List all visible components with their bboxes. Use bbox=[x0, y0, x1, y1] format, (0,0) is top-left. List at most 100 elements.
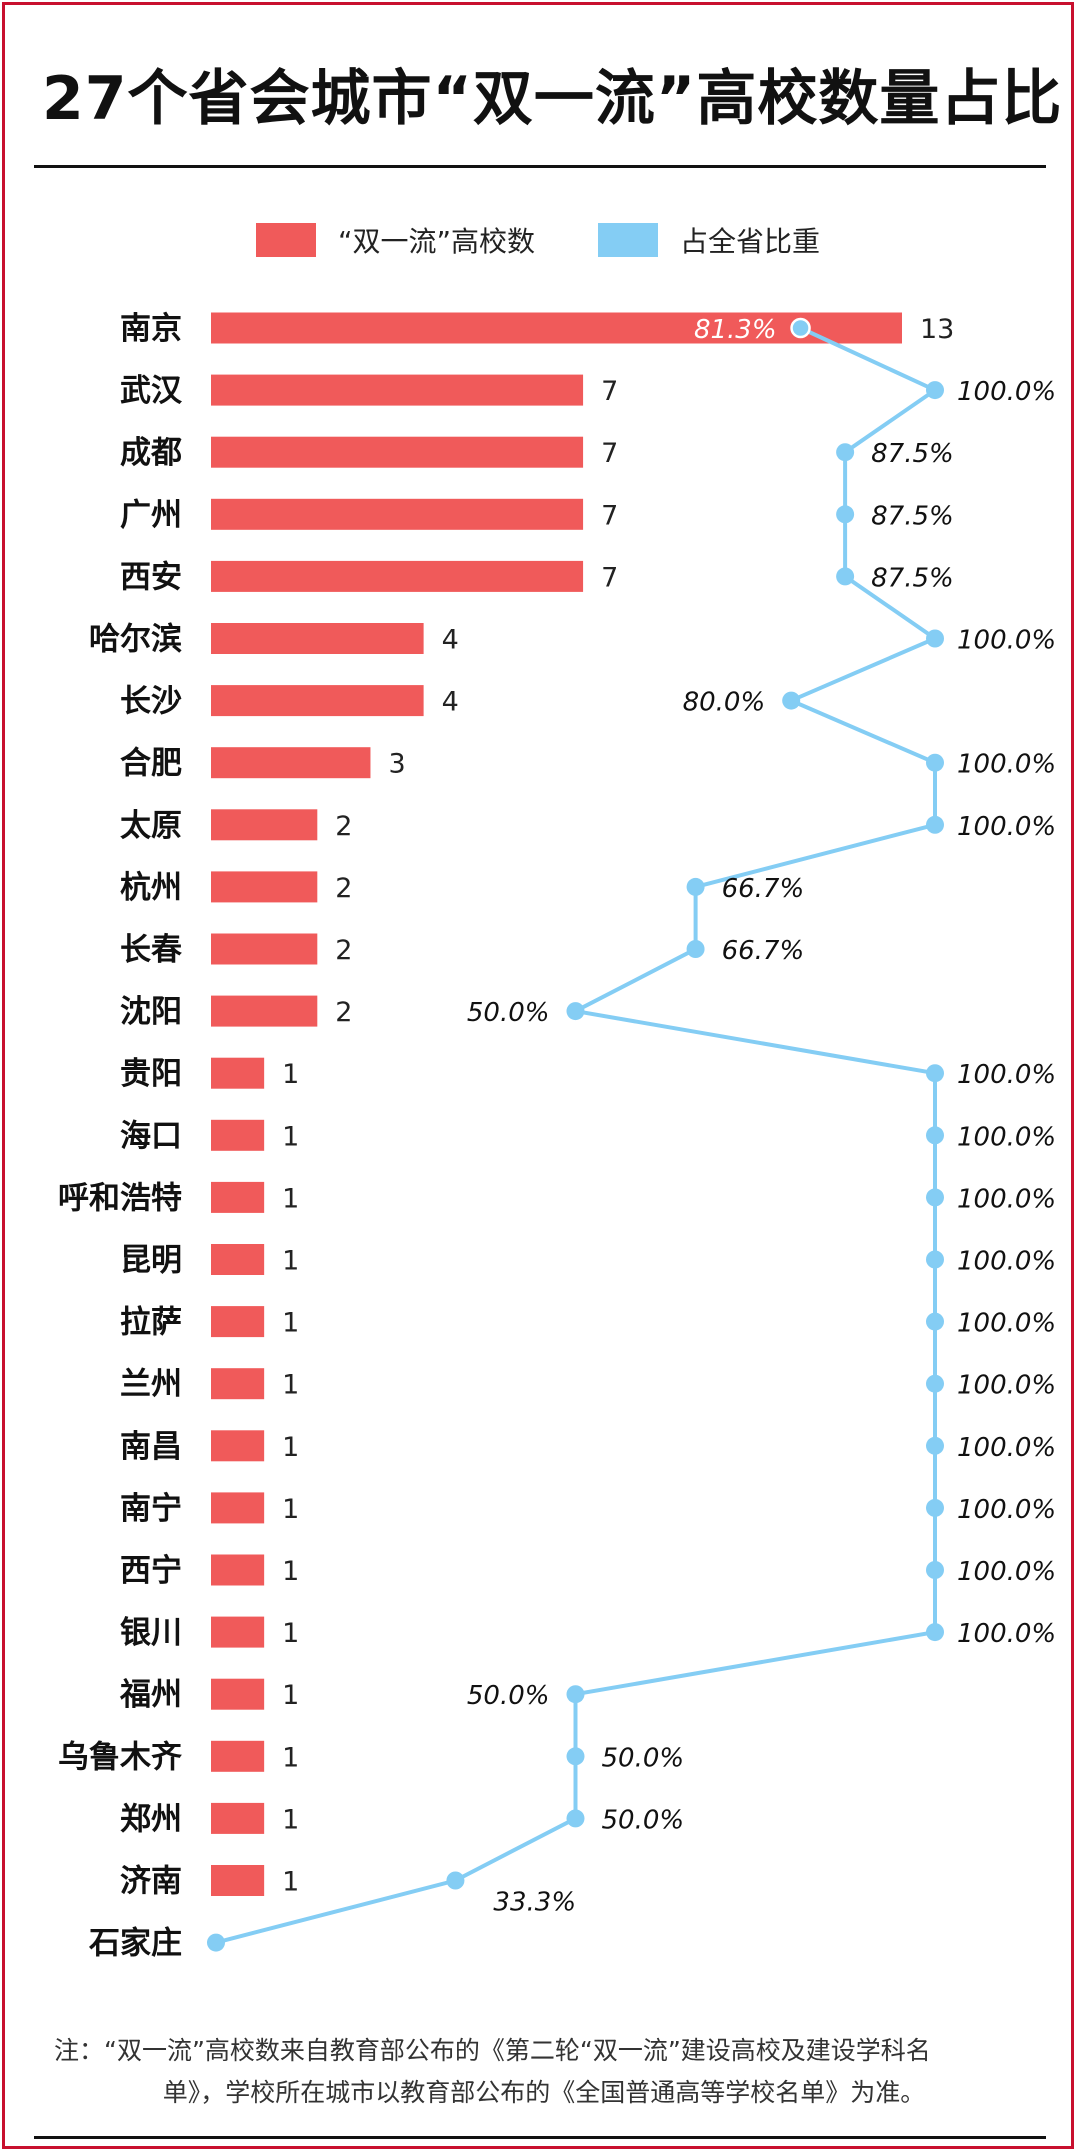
category-label: 兰州 bbox=[120, 1367, 182, 1403]
bar-value-label: 7 bbox=[601, 376, 618, 407]
bar-value-label: 1 bbox=[282, 1742, 299, 1773]
bar-value-label: 1 bbox=[282, 1556, 299, 1587]
legend-label-line: 占全省比重 bbox=[680, 225, 821, 258]
category-label: 合肥 bbox=[120, 746, 182, 782]
bar-series bbox=[211, 312, 902, 1896]
category-label: 石家庄 bbox=[88, 1926, 182, 1962]
share-point bbox=[926, 1374, 944, 1393]
bar-value-label: 2 bbox=[335, 873, 352, 904]
bar bbox=[211, 623, 424, 654]
bar bbox=[211, 1368, 265, 1400]
category-label: 西安 bbox=[120, 559, 182, 595]
bar-value-label: 1 bbox=[282, 1867, 299, 1898]
share-value-label: 100.0% bbox=[957, 750, 1056, 780]
bar-value-label: 1 bbox=[282, 1059, 299, 1090]
share-point bbox=[566, 1747, 585, 1766]
share-point bbox=[926, 1436, 944, 1455]
bar-value-label: 2 bbox=[335, 997, 352, 1028]
bar bbox=[211, 1306, 265, 1338]
share-point bbox=[926, 381, 944, 400]
category-label: 长春 bbox=[120, 932, 182, 968]
legend-item-line: 占全省比重 bbox=[598, 220, 820, 260]
bar bbox=[211, 933, 318, 965]
legend-swatch-line bbox=[598, 223, 658, 257]
chart-plot: 南京 13 武汉 7 成都 7 广州 7 西安 7 哈尔滨 4 长沙 4 合肥 3 太原 2 杭州 2 长春 2 沈阳 2 贵阳… bbox=[58, 311, 1056, 1962]
bar-value-label: 1 bbox=[282, 1432, 299, 1463]
bar-value-label: 3 bbox=[388, 749, 405, 780]
share-value-label: 100.0% bbox=[957, 626, 1056, 656]
share-point bbox=[926, 1064, 944, 1083]
share-value-label: 66.7% bbox=[722, 874, 805, 904]
category-label: 太原 bbox=[120, 808, 182, 844]
footnote-line-2: 单》，学校所在城市以教育部公布的《全国普通高等学校名单》为准。 bbox=[162, 2078, 926, 2107]
share-value-label: 87.5% bbox=[871, 501, 954, 531]
share-point bbox=[686, 940, 705, 958]
share-value-label: 87.5% bbox=[871, 439, 954, 469]
share-value-label: 100.0% bbox=[957, 812, 1056, 842]
bar bbox=[211, 1740, 265, 1772]
category-label: 郑州 bbox=[120, 1801, 182, 1837]
share-value-label: 100.0% bbox=[957, 1371, 1056, 1401]
bar-value-label: 1 bbox=[282, 1804, 299, 1835]
share-point bbox=[207, 1933, 225, 1952]
footnote-line-1: 注：“双一流”高校数来自教育部公布的《第二轮“双一流”建设高校及建设学科名 bbox=[54, 2036, 931, 2065]
bar bbox=[211, 312, 902, 344]
bar bbox=[211, 374, 584, 406]
bar bbox=[211, 809, 318, 841]
category-label: 沈阳 bbox=[120, 994, 182, 1030]
bar bbox=[211, 1181, 265, 1213]
line-series bbox=[207, 317, 944, 1952]
bar-value-label: 7 bbox=[601, 500, 618, 531]
category-label: 西宁 bbox=[120, 1553, 182, 1589]
share-value-label: 50.0% bbox=[602, 1805, 685, 1835]
share-point bbox=[926, 1188, 944, 1207]
bar bbox=[211, 1865, 265, 1896]
share-point bbox=[836, 443, 855, 462]
share-value-label: 100.0% bbox=[957, 1495, 1056, 1525]
share-value-label: 87.5% bbox=[871, 563, 954, 593]
share-value-label: 100.0% bbox=[957, 1433, 1056, 1463]
share-point bbox=[836, 505, 855, 524]
share-value-label: 66.7% bbox=[722, 936, 805, 966]
category-label: 长沙 bbox=[120, 684, 182, 720]
bar bbox=[211, 1678, 265, 1710]
bar bbox=[211, 871, 318, 903]
category-label: 南昌 bbox=[120, 1429, 182, 1465]
bar-value-label: 2 bbox=[335, 811, 352, 842]
category-label: 福州 bbox=[119, 1677, 182, 1713]
legend-item-bar: “双一流”高校数 bbox=[256, 220, 535, 260]
bar bbox=[211, 685, 424, 717]
share-value-label: 100.0% bbox=[957, 1309, 1056, 1339]
labels-layer: 南京 13 武汉 7 成都 7 广州 7 西安 7 哈尔滨 4 长沙 4 合肥 3 太原 2 杭州 2 长春 2 沈阳 2 贵阳… bbox=[58, 311, 1056, 1962]
category-label: 杭州 bbox=[120, 870, 182, 906]
bar bbox=[211, 1057, 265, 1089]
bar-value-label: 7 bbox=[601, 562, 618, 593]
legend-swatch-bar bbox=[256, 223, 316, 257]
share-value-label: 80.0% bbox=[683, 688, 766, 718]
category-label: 乌鲁木齐 bbox=[58, 1739, 182, 1775]
share-point bbox=[926, 1623, 944, 1642]
bar-value-label: 4 bbox=[442, 625, 459, 656]
share-value-label: 100.0% bbox=[957, 1122, 1056, 1152]
category-label: 昆明 bbox=[120, 1243, 182, 1279]
bar bbox=[211, 560, 584, 592]
bar bbox=[211, 1802, 265, 1834]
share-value-label: 100.0% bbox=[957, 1184, 1056, 1214]
share-point bbox=[782, 691, 801, 710]
share-point bbox=[566, 1002, 585, 1021]
share-point bbox=[686, 877, 705, 896]
bar bbox=[211, 1492, 265, 1524]
bar bbox=[211, 498, 584, 530]
share-value-label: 100.0% bbox=[957, 1557, 1056, 1587]
share-value-label: 33.3% bbox=[493, 1888, 576, 1918]
share-point bbox=[926, 1126, 944, 1145]
category-label: 广州 bbox=[120, 497, 182, 533]
category-label: 拉萨 bbox=[120, 1305, 182, 1341]
share-point bbox=[926, 1312, 944, 1331]
bar bbox=[211, 1244, 265, 1275]
category-label: 贵阳 bbox=[120, 1056, 182, 1092]
share-point bbox=[926, 753, 944, 772]
share-value-label: 100.0% bbox=[957, 1060, 1056, 1090]
share-point bbox=[566, 1685, 585, 1704]
